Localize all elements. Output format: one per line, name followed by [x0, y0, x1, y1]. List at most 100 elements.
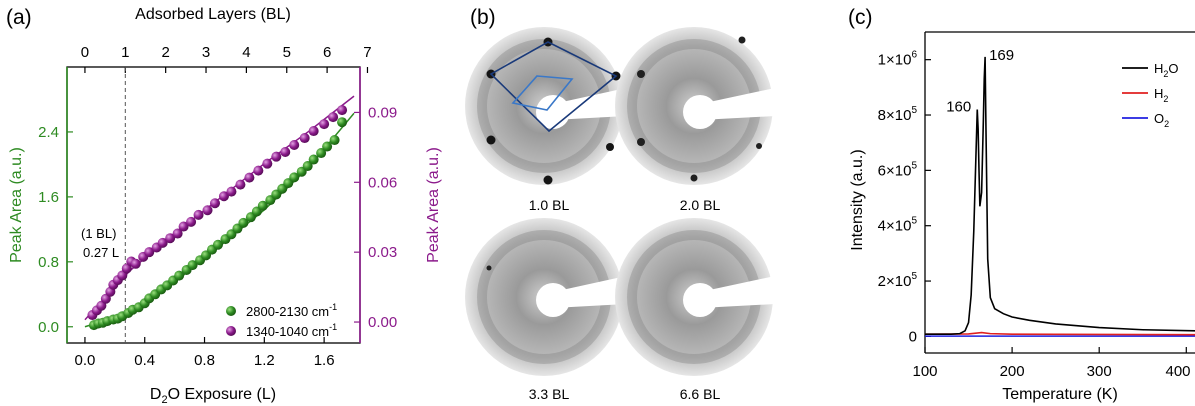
panel-c-ticks: 100 200 300 400 0 2×105 4×105 6×105 8×105 1×106 16… — [878, 47, 1191, 380]
panel-a-chart: 0.0 0.4 0.8 1.2 1.6 0 1 2 3 4 5 6 7 0.0 0.8 1.6 2.4 0.00 0… — [8, 6, 442, 406]
top-tick-label: 7 — [363, 44, 371, 61]
top-tick-label: 5 — [283, 44, 291, 61]
y-left-tick-label: 0.0 — [38, 319, 59, 336]
y-left-tick-label: 0.8 — [38, 254, 59, 271]
data-point-purple — [280, 147, 291, 158]
data-point-green — [257, 200, 268, 211]
data-point-green — [187, 260, 198, 271]
series-line-h2o — [925, 56, 1195, 335]
panel-c-ylabel: Intensity (a.u.) — [849, 149, 866, 250]
x-tick-label: 1.6 — [314, 352, 335, 369]
y-left-tick-label: 1.6 — [38, 189, 59, 206]
x-tick-label: 100 — [912, 363, 937, 380]
data-point-purple — [157, 237, 168, 248]
leed-pattern-3: 3.3 BL — [465, 218, 626, 402]
leed-spots-2 — [637, 36, 762, 182]
surface-lattice-outer — [489, 41, 618, 133]
data-point-purple — [202, 205, 213, 216]
top-tick-label: 1 — [121, 44, 129, 61]
data-point-purple — [328, 112, 339, 123]
data-point-purple — [165, 233, 176, 244]
legend-label-h2o: H2O — [1154, 61, 1179, 79]
y-tick-label: 0 — [909, 328, 917, 345]
data-point-purple — [289, 140, 300, 151]
data-point-green — [322, 141, 333, 152]
leed-caption-3: 3.3 BL — [529, 386, 570, 402]
legend-label-o2: O2 — [1154, 111, 1169, 129]
data-point-purple — [186, 216, 197, 227]
data-point-green — [212, 239, 223, 250]
y-tick-label: 8×105 — [878, 105, 918, 124]
data-point-purple — [178, 221, 189, 232]
data-point-green — [308, 154, 319, 165]
y-left-tick-label: 2.4 — [38, 124, 59, 141]
panel-a-top-xlabel: Adsorbed Layers (BL) — [135, 6, 291, 23]
data-point-purple — [308, 126, 319, 137]
y-right-tick-label: 0.00 — [368, 314, 397, 331]
top-tick-label: 2 — [161, 44, 169, 61]
data-point-purple — [144, 247, 155, 258]
leed-caption-2: 2.0 BL — [680, 197, 721, 213]
data-point-green — [238, 217, 249, 228]
data-point-green — [316, 148, 327, 159]
data-point-purple — [299, 133, 310, 144]
x-tick-label: 1.2 — [254, 352, 275, 369]
legend-label-purple: 1340-1040 cm-1 — [246, 322, 337, 339]
top-tick-label: 6 — [323, 44, 331, 61]
y-tick-label: 4×105 — [878, 216, 918, 235]
data-point-purple — [271, 151, 282, 162]
panel-a-plot — [84, 67, 355, 343]
y-tick-label: 2×105 — [878, 271, 918, 290]
data-point-purple — [130, 258, 141, 269]
top-tick-label: 0 — [81, 44, 89, 61]
data-point-green — [289, 172, 300, 183]
x-tick-label: 400 — [1165, 363, 1190, 380]
y-right-tick-label: 0.03 — [368, 244, 397, 261]
panel-c-xlabel: Temperature (K) — [1002, 386, 1118, 403]
series-line-h2 — [925, 331, 1195, 336]
x-tick-label: 200 — [1000, 363, 1025, 380]
data-point-green — [337, 117, 348, 128]
panel-a-ticks: 0.0 0.4 0.8 1.2 1.6 0 1 2 3 4 5 6 7 0.0 0.8 1.6 2.4 0.00 0… — [38, 44, 397, 369]
x-tick-label: 0.0 — [75, 352, 96, 369]
panel-c-plot — [925, 56, 1195, 337]
panel-a-annotation-line1: (1 BL) — [81, 226, 116, 241]
panel-a-legend: 2800-2130 cm-1 1340-1040 cm-1 — [226, 302, 337, 339]
leed-pattern-4: 6.6 BL — [615, 218, 775, 402]
panel-a-xlabel: D2O Exposure (L) — [150, 386, 276, 406]
data-point-purple — [209, 198, 220, 209]
top-tick-label: 4 — [242, 44, 250, 61]
data-point-purple — [262, 158, 273, 169]
panel-a-ylabel-right: Peak Area (a.u.) — [425, 147, 442, 263]
data-point-purple — [244, 172, 255, 183]
peak-label: 169 — [989, 47, 1014, 64]
panel-a-label: (a) — [6, 6, 32, 29]
data-point-green — [302, 161, 313, 172]
x-tick-label: 0.4 — [134, 352, 155, 369]
data-point-purple — [337, 105, 348, 116]
y-tick-label: 6×105 — [878, 160, 918, 179]
panel-c-chart: 100 200 300 400 0 2×105 4×105 6×105 8×105 1×106 16… — [849, 31, 1195, 403]
data-point-purple — [193, 209, 204, 220]
data-point-purple — [319, 119, 330, 130]
surface-lattice-inner — [511, 75, 574, 111]
y-right-tick-label: 0.06 — [368, 174, 397, 191]
leed-pattern-2: 2.0 BL — [615, 27, 775, 213]
leed-pattern-1: 1.0 BL — [465, 27, 626, 213]
leed-caption-4: 6.6 BL — [680, 386, 721, 402]
legend-swatch-green — [226, 306, 236, 316]
data-point-purple — [172, 228, 183, 239]
panel-c-legend: H2O H2 O2 — [1122, 61, 1179, 129]
panel-b-label: (b) — [470, 6, 496, 29]
legend-label-green: 2800-2130 cm-1 — [246, 302, 337, 319]
data-point-purple — [226, 186, 237, 197]
y-right-tick-label: 0.09 — [368, 104, 397, 121]
panel-a-annotation-line2: 0.27 L — [83, 245, 119, 260]
data-point-green — [329, 135, 340, 146]
data-point-purple — [235, 179, 246, 190]
x-tick-label: 0.8 — [194, 352, 215, 369]
data-point-purple — [253, 165, 264, 176]
leed-caption-1: 1.0 BL — [529, 197, 570, 213]
legend-swatch-purple — [226, 326, 236, 336]
